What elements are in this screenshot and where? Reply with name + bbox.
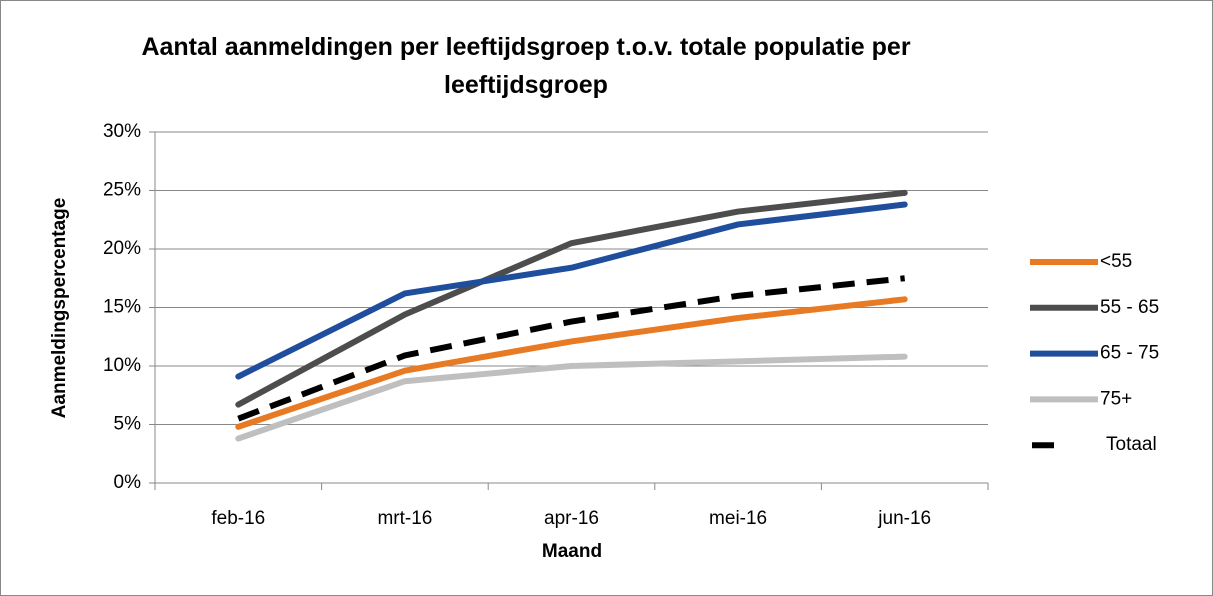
- series-line: [235, 201, 908, 380]
- y-tick-label: 30%: [103, 121, 141, 142]
- x-tick-label: mrt-16: [377, 508, 432, 529]
- y-tick-label: 10%: [103, 355, 141, 376]
- y-tick-label: 25%: [103, 180, 141, 201]
- series-line: [235, 296, 908, 430]
- legend-label: <55: [1100, 251, 1132, 272]
- x-axis-label: Maand: [542, 541, 602, 562]
- y-tick-label: 0%: [114, 472, 142, 493]
- chart-title: Aantal aanmeldingen per leeftijdsgroep t…: [141, 33, 911, 99]
- legend-label: 55 - 65: [1100, 297, 1159, 318]
- y-tick-label: 5%: [114, 414, 142, 435]
- x-tick-label: apr-16: [544, 508, 599, 529]
- y-tick-label: 15%: [103, 297, 141, 318]
- series-line: [237, 275, 906, 422]
- y-tick-label: 20%: [103, 238, 141, 259]
- series-line: [235, 353, 908, 442]
- x-tick-label: feb-16: [211, 508, 265, 529]
- x-tick-label: jun-16: [877, 508, 931, 529]
- legend-label: 65 - 75: [1100, 343, 1159, 364]
- legend-label: 75+: [1100, 388, 1132, 409]
- x-tick-label: mei-16: [709, 508, 767, 529]
- series-line: [235, 189, 908, 408]
- legend-label: Totaal: [1106, 434, 1157, 455]
- y-axis-label: Aanmeldingspercentage: [49, 198, 70, 419]
